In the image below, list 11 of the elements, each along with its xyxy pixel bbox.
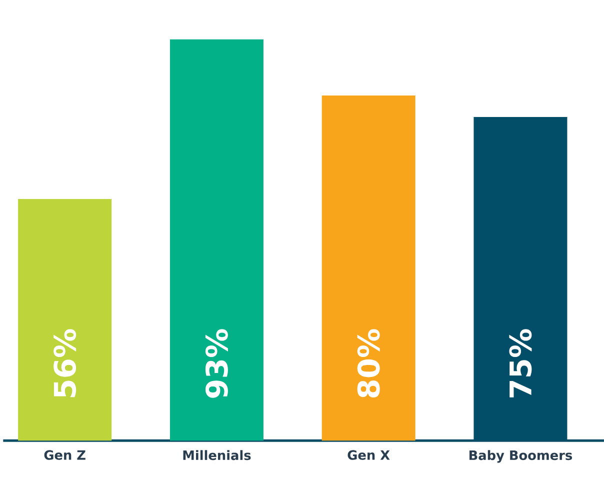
bar [18,198,112,440]
data-label: 75% [509,328,532,398]
x-tick-label: Baby Boomers [469,450,572,462]
bar [170,39,264,440]
data-label: 93% [205,328,228,398]
x-tick-label: Gen X [348,450,390,460]
data-label: 80% [357,328,380,398]
x-tick-label: Millenials [183,450,251,460]
data-label: 56% [54,328,76,397]
x-tick-label: Gen Z [44,450,86,460]
bar [322,95,416,440]
